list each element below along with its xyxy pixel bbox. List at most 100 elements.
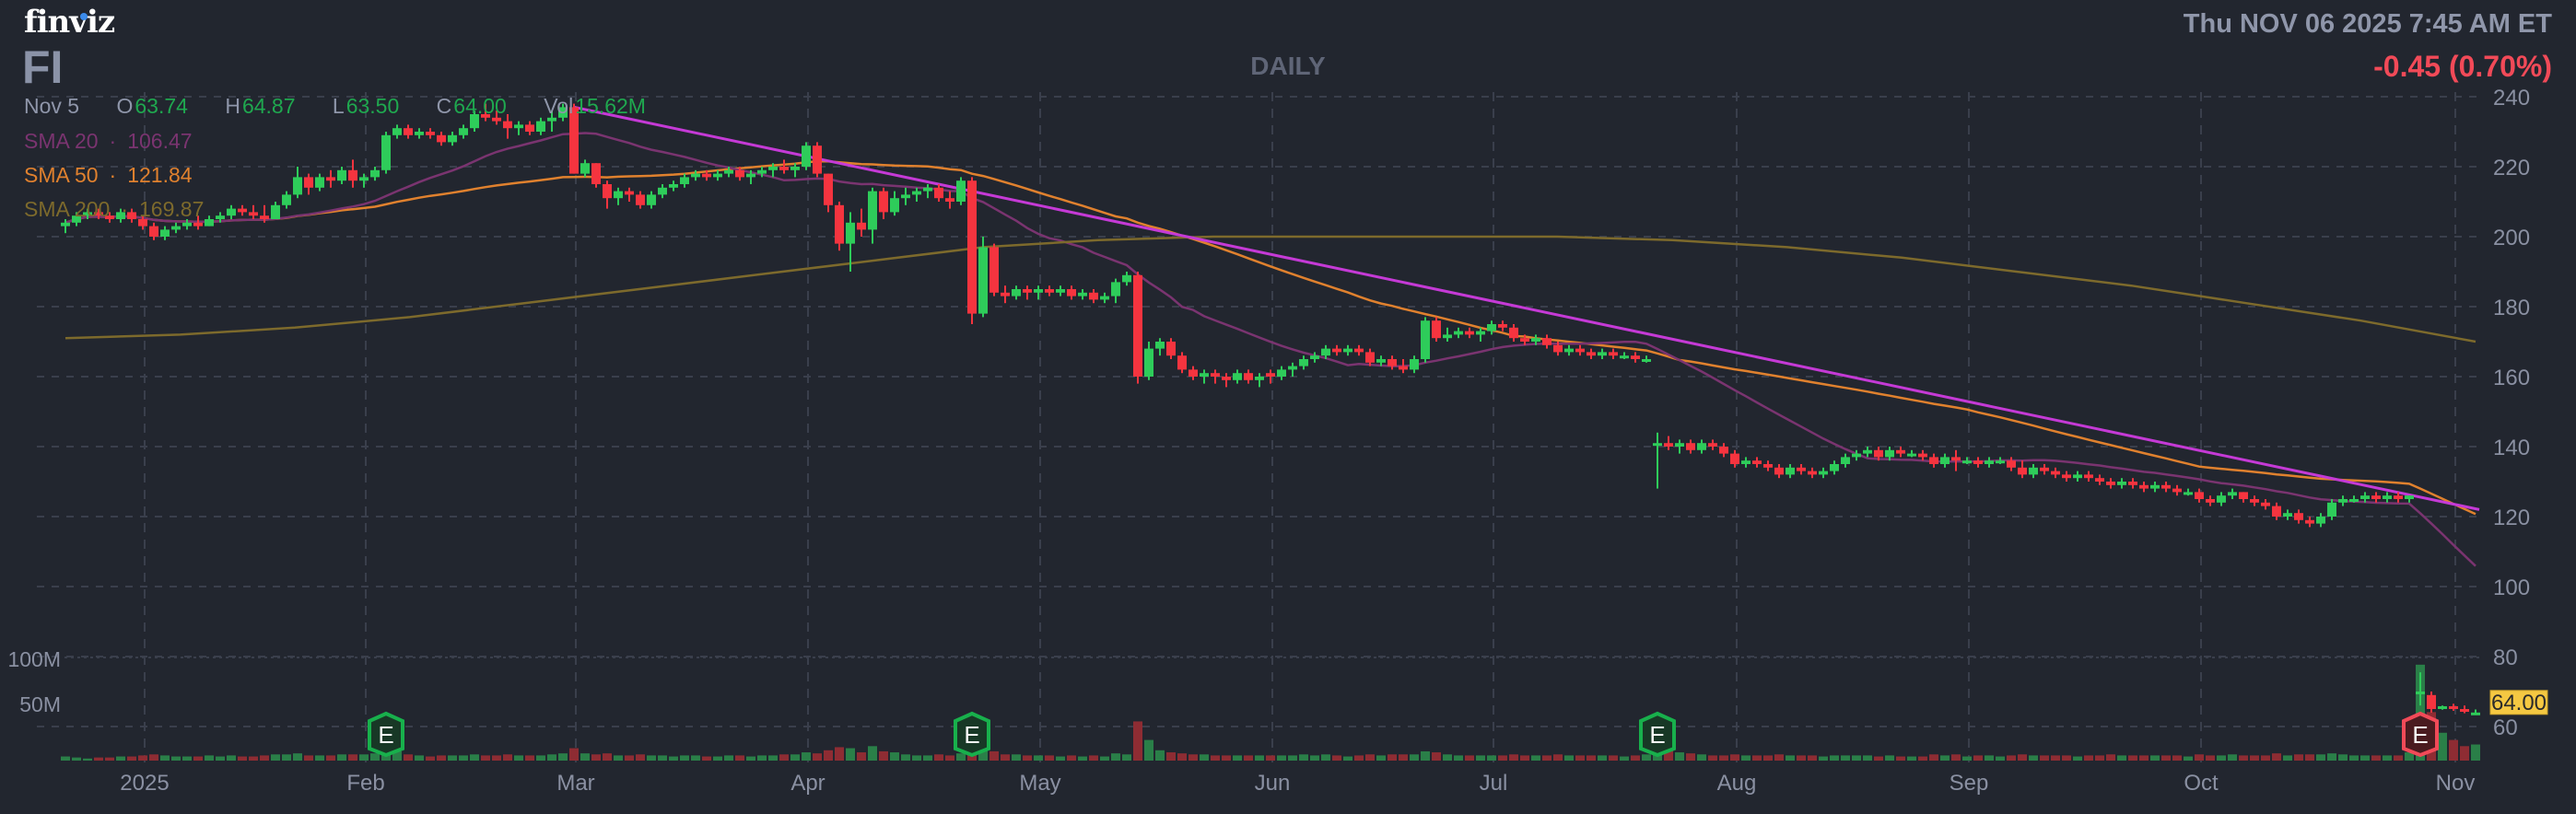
candle-body <box>337 169 346 181</box>
volume-bar <box>713 756 722 761</box>
candle-body <box>868 191 877 230</box>
volume-bar <box>426 756 435 761</box>
candle-body <box>216 215 225 219</box>
open-label: O <box>116 94 134 118</box>
sma200-legend[interactable]: SMA 200 · 169.87 <box>24 197 205 221</box>
candle-body <box>492 117 501 122</box>
volume-bar <box>1432 752 1441 761</box>
volume-bar <box>2217 755 2226 761</box>
x-tick-label: Mar <box>556 771 594 796</box>
volume-bar <box>802 752 811 761</box>
volume-bar <box>1277 755 1286 761</box>
volume-bar <box>1354 755 1364 761</box>
candle-body <box>1166 342 1176 356</box>
candle-body <box>1233 373 1242 380</box>
volume-bar <box>1664 748 1673 761</box>
candle-body <box>779 167 789 170</box>
ohlc-date: Nov 5 <box>24 94 80 118</box>
candle-body <box>260 215 269 219</box>
volume-bar <box>1100 756 1109 761</box>
volume-bar <box>2139 755 2149 761</box>
candle-body <box>503 121 512 129</box>
volume-bar <box>1973 755 1983 761</box>
volume-value: 15.62M <box>575 94 646 118</box>
volume-bar <box>514 755 523 761</box>
volume-bar <box>1741 755 1751 761</box>
candle-body <box>1609 352 1618 356</box>
sma50-legend[interactable]: SMA 50 · 121.84 <box>24 163 193 187</box>
volume-bar <box>857 752 866 761</box>
volume-bar <box>2338 754 2348 761</box>
earnings-marker[interactable]: E <box>954 711 990 758</box>
candle-body <box>1299 359 1308 366</box>
candle-body <box>1852 453 1861 458</box>
volume-bar <box>2128 755 2137 761</box>
candle-body <box>923 187 932 192</box>
candle-body <box>1697 443 1706 450</box>
candle-body <box>2062 474 2071 479</box>
candle-body <box>1664 443 1673 447</box>
volume-bar <box>1023 755 1032 761</box>
candle-body <box>2195 492 2204 499</box>
logo-dot <box>80 13 88 20</box>
sma50-label: SMA 50 <box>24 163 99 187</box>
candle-body <box>2371 495 2381 499</box>
candle-body <box>83 212 92 216</box>
candle-body <box>1841 457 1850 464</box>
volume-bar <box>1885 755 1894 761</box>
y-tick-label: 100 <box>2493 576 2530 600</box>
candle-body <box>2294 513 2303 520</box>
candle-body <box>1465 331 1474 335</box>
volume-bar <box>746 756 755 761</box>
earnings-marker[interactable]: E <box>368 711 404 758</box>
volume-bar <box>757 755 767 761</box>
candle-body <box>790 167 800 170</box>
trendline[interactable] <box>573 105 2480 511</box>
volume-bar <box>2084 755 2093 761</box>
candle-body <box>1111 282 1120 297</box>
volume-bar <box>1509 754 1518 761</box>
volume-bar <box>1520 755 1529 761</box>
candle-body <box>1642 359 1651 362</box>
volume-bar <box>691 755 700 761</box>
candle-body <box>359 177 369 181</box>
candle-body <box>459 128 468 135</box>
candle-body <box>901 194 910 199</box>
sma20-legend[interactable]: SMA 20 · 106.47 <box>24 129 193 153</box>
candle-body <box>1531 338 1540 342</box>
candle-body <box>1808 471 1817 475</box>
candle-body <box>1896 449 1905 454</box>
candle-body <box>1399 366 1408 370</box>
volume-bars <box>61 664 2480 761</box>
y-tick-label: 240 <box>2493 86 2530 110</box>
candle-body <box>1089 292 1098 300</box>
candle-body <box>835 204 844 244</box>
candle-body <box>1575 348 1585 353</box>
volume-bar <box>580 753 590 761</box>
candle-body <box>536 121 545 132</box>
candle-body <box>116 212 125 219</box>
volume-bar <box>1675 752 1684 761</box>
volume-bar <box>1476 755 1485 761</box>
candle-body <box>1155 342 1165 349</box>
finviz-logo[interactable]: finviz <box>24 4 115 41</box>
candle-body <box>1874 449 1883 458</box>
earnings-marker[interactable]: E <box>2402 711 2439 758</box>
volume-bar <box>1797 755 1806 761</box>
earnings-label: E <box>964 721 979 749</box>
candle-body <box>1255 377 1264 380</box>
volume-bar <box>260 755 269 761</box>
volume-bar <box>1299 754 1308 761</box>
candle-body <box>1498 324 1507 328</box>
earnings-marker[interactable]: E <box>1639 711 1676 758</box>
candle-body <box>1144 348 1153 377</box>
x-tick-label: Jul <box>1480 771 1508 796</box>
candle-body <box>481 114 490 118</box>
candle-body <box>890 198 899 213</box>
candle-body <box>580 163 590 174</box>
volume-bar <box>1808 755 1817 761</box>
axes: 240 220 200 180 160 140 120 100 80 60 100M 50M 2025 F… <box>7 86 2548 796</box>
candle-body <box>2206 499 2215 503</box>
